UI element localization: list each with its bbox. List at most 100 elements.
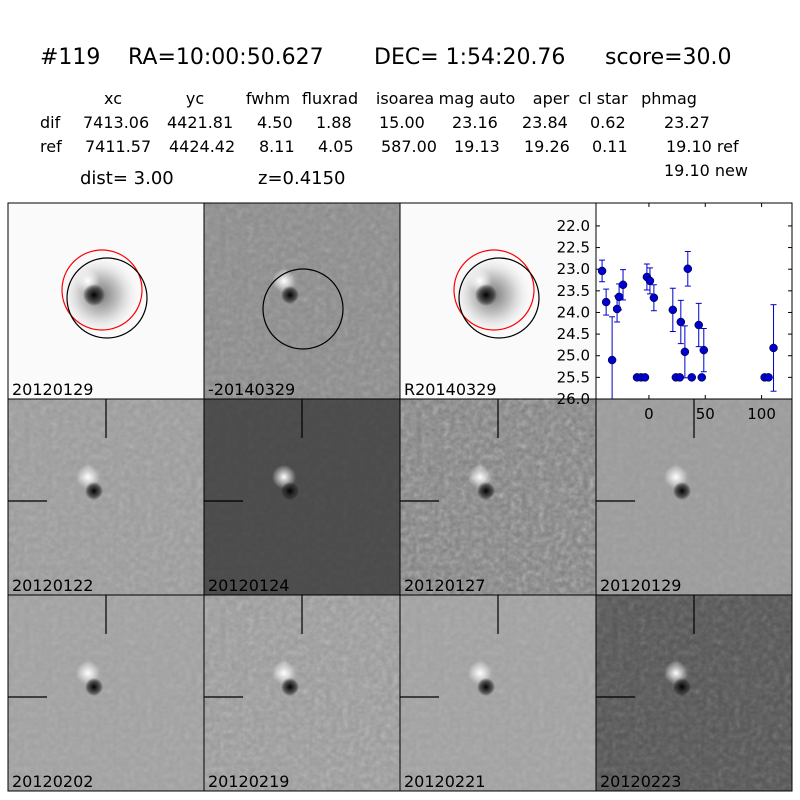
- panel-label: 20120223: [600, 772, 681, 791]
- cell: 4421.81: [167, 113, 233, 132]
- score: score=30.0: [605, 45, 732, 70]
- data-point: [612, 304, 622, 314]
- data-point: [640, 373, 650, 382]
- plot-area: [597, 250, 778, 399]
- image-panel: -20140329: [203, 202, 401, 400]
- y-tick-label: 22.5: [557, 239, 590, 257]
- aperture-circle: [61, 249, 143, 331]
- aperture-circle: [66, 257, 148, 339]
- source-dark: [85, 678, 103, 696]
- column-header: fluxrad: [302, 89, 358, 108]
- image-panel: 20120219: [203, 594, 401, 792]
- panel-label: 20120129: [600, 576, 681, 595]
- column-header: xc: [104, 89, 122, 108]
- y-tick-label: 26.0: [557, 390, 590, 408]
- cell: 8.11: [259, 137, 295, 156]
- column-header: aper: [533, 89, 570, 108]
- data-point: [668, 305, 678, 315]
- y-tick-label: 24.5: [557, 325, 590, 343]
- chart-background: [596, 203, 792, 399]
- column-header: fwhm: [246, 89, 290, 108]
- data-point: [601, 297, 611, 307]
- cell: 23.16: [452, 113, 498, 132]
- data-point: [683, 264, 693, 274]
- cell: 0.62: [590, 113, 626, 132]
- image-panel: 20120129: [7, 202, 205, 400]
- dec: DEC= 1:54:20.76: [374, 45, 565, 70]
- panel-border: [595, 594, 793, 792]
- cell: 23.27: [664, 113, 710, 132]
- data-point: [699, 345, 709, 355]
- data-point: [687, 373, 696, 382]
- y-tick-label: 23.0: [557, 260, 590, 278]
- data-point: [676, 317, 686, 327]
- source-dark: [477, 678, 495, 696]
- column-header: mag auto: [439, 89, 516, 108]
- y-tick-label: 25.0: [557, 347, 590, 365]
- panel-label: 20120221: [404, 772, 485, 791]
- source-dark: [673, 482, 691, 500]
- image-panel: 20120127: [399, 398, 597, 596]
- data-point: [769, 343, 778, 353]
- panel-label: 20120219: [208, 772, 289, 791]
- aperture-circle: [453, 249, 535, 331]
- x-tick-label: 100: [747, 405, 776, 423]
- panel-label: R20140329: [404, 380, 497, 399]
- source-dark: [673, 678, 691, 696]
- column-header: isoarea: [376, 89, 434, 108]
- panel-label: 20120127: [404, 576, 485, 595]
- cell: 7413.06: [83, 113, 149, 132]
- image-panel: 20120122: [7, 398, 205, 596]
- panel-label: 20120124: [208, 576, 289, 595]
- cell: 587.00: [381, 137, 437, 156]
- dist: dist= 3.00: [80, 168, 174, 189]
- panel-label: 20120129: [12, 380, 93, 399]
- data-point: [694, 320, 703, 330]
- phmag-new: 19.10 new: [664, 161, 748, 180]
- data-point: [607, 355, 617, 365]
- source-dark: [475, 284, 497, 306]
- cell: 19.13: [454, 137, 500, 156]
- row-label: dif: [40, 113, 61, 132]
- y-tick-label: 24.0: [557, 303, 590, 321]
- row-label: ref: [40, 137, 62, 156]
- data-point: [680, 347, 690, 357]
- aperture-circle: [262, 268, 344, 350]
- y-tick-label: 25.5: [557, 368, 590, 386]
- cell: 19.10 ref: [666, 137, 739, 156]
- cell: 4.05: [318, 137, 354, 156]
- image-panel: 20120124: [203, 398, 401, 596]
- candidate-id: #119: [40, 45, 100, 70]
- source-dark: [281, 678, 299, 696]
- source-dark: [85, 482, 103, 500]
- panel-label: 20120202: [12, 772, 93, 791]
- y-tick-label: 22.0: [557, 217, 590, 235]
- source-dark: [83, 284, 105, 306]
- cell: 23.84: [522, 113, 568, 132]
- source-dark: [477, 482, 495, 500]
- image-panel: 20120202: [7, 594, 205, 792]
- x-tick-label: 50: [696, 405, 715, 423]
- column-header: yc: [186, 89, 204, 108]
- panel-label: -20140329: [208, 380, 295, 399]
- y-tick-label: 23.5: [557, 282, 590, 300]
- image-panel: 20120223: [595, 594, 793, 792]
- data-point: [764, 373, 773, 382]
- image-panel: R20140329: [399, 202, 597, 400]
- chart-border: [595, 202, 793, 400]
- cell: 4.50: [257, 113, 293, 132]
- image-panel: 20120129: [595, 398, 793, 596]
- data-point: [618, 280, 628, 290]
- data-point: [697, 373, 707, 382]
- cell: 1.88: [316, 113, 352, 132]
- panel-label: 20120122: [12, 576, 93, 595]
- aperture-circle: [458, 257, 540, 339]
- cell: 7411.57: [85, 137, 151, 156]
- source-dark: [281, 482, 299, 500]
- column-header: cl star: [578, 89, 628, 108]
- data-point: [649, 293, 659, 303]
- column-header: phmag: [641, 89, 697, 108]
- source-dark: [281, 286, 299, 304]
